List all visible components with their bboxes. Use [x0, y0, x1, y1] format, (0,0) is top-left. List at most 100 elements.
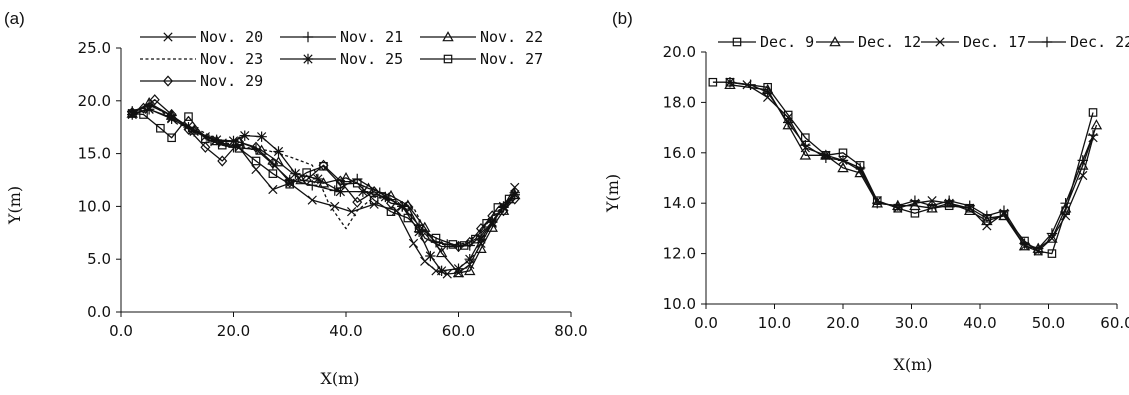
legend-marker-a	[442, 31, 454, 42]
data-point-a-0	[408, 238, 419, 248]
data-point-a-5	[352, 178, 362, 188]
legend-marker-a	[162, 75, 174, 87]
data-point-b-3	[783, 117, 794, 128]
data-point-a-6	[149, 94, 160, 106]
data-point-b-3	[909, 195, 921, 206]
data-point-a-6	[436, 240, 447, 253]
data-point-a-4	[380, 191, 391, 203]
legend-a: Nov. 20 Nov. 21 Nov. 22 Nov. 23 Nov. 25 Nov. …	[134, 24, 558, 94]
y-tick-label-b: 14.0	[663, 194, 696, 212]
data-point-a-5	[234, 144, 244, 153]
data-point-a-6	[267, 157, 278, 169]
data-point-b-3	[837, 155, 849, 166]
data-point-a-5	[504, 194, 514, 204]
series-a-1	[127, 99, 520, 252]
data-point-b-0	[1088, 108, 1098, 117]
data-point-a-5	[217, 140, 227, 150]
data-point-b-3	[854, 162, 866, 174]
legend-label-a: Nov. 21	[340, 28, 403, 46]
data-point-b-3	[1019, 238, 1030, 249]
data-point-a-4	[228, 135, 239, 147]
data-point-a-5	[431, 233, 441, 243]
data-point-b-3	[1060, 198, 1071, 209]
data-point-a-4	[211, 134, 222, 146]
x-tick-label-b: 0.0	[694, 314, 718, 332]
data-point-a-5	[251, 156, 261, 166]
y-tick-label-b: 18.0	[663, 93, 696, 111]
data-point-b-3	[964, 200, 975, 211]
legend-background-a	[134, 24, 558, 94]
y-tick-label-b: 20.0	[663, 43, 696, 61]
data-point-a-4	[312, 173, 324, 185]
data-point-a-6	[369, 186, 380, 198]
legend-label-a: Nov. 23	[200, 50, 263, 68]
data-point-b-3	[762, 87, 773, 98]
y-axis-label-b: Y(m)	[603, 174, 622, 213]
data-point-b-3	[892, 200, 903, 211]
data-point-b-3	[820, 152, 832, 164]
series-b-2	[725, 77, 1098, 256]
data-point-a-5	[139, 110, 148, 119]
data-point-a-6	[487, 210, 498, 222]
y-tick-label-a: 5.0	[87, 250, 111, 268]
x-tick-label-b: 60.0	[1100, 314, 1129, 332]
x-tick-label-b: 30.0	[895, 314, 928, 332]
data-point-a-2	[475, 242, 487, 253]
series-line-b-3	[729, 81, 1094, 250]
y-axis-label-a: Y(m)	[5, 186, 24, 225]
data-point-a-5	[285, 179, 295, 189]
data-point-a-4	[425, 250, 436, 262]
data-point-b-3	[800, 140, 811, 151]
y-tick-label-a: 10.0	[78, 197, 111, 215]
y-tick-label-a: 20.0	[78, 92, 111, 110]
data-point-a-6	[402, 200, 413, 213]
legend-label-b: Dec. 12	[858, 33, 921, 51]
data-point-a-6	[464, 236, 475, 248]
data-point-a-6	[453, 240, 464, 253]
data-point-a-6	[127, 106, 138, 119]
data-point-b-3	[998, 205, 1010, 216]
data-point-a-6	[166, 108, 177, 121]
data-point-b-1	[1018, 240, 1031, 251]
data-point-a-5	[167, 133, 176, 143]
data-point-a-4	[143, 104, 155, 115]
data-point-a-6	[234, 136, 245, 148]
data-point-a-2	[464, 264, 476, 276]
data-point-a-4	[475, 233, 487, 245]
data-point-a-6	[183, 123, 194, 135]
legend-marker-b	[935, 37, 945, 47]
legend-label-b: Dec. 22	[1070, 33, 1129, 51]
data-point-a-4	[397, 201, 408, 212]
data-point-a-0	[330, 201, 340, 212]
legend-label-a: Nov. 25	[340, 50, 403, 68]
data-point-a-4	[464, 254, 475, 265]
data-point-b-3	[1033, 243, 1044, 254]
data-point-a-4	[127, 109, 138, 120]
data-point-a-4	[453, 263, 464, 274]
x-tick-label-b: 50.0	[1032, 314, 1065, 332]
data-point-a-5	[302, 168, 311, 177]
x-tick-label-b: 20.0	[826, 314, 859, 332]
series-line-b-1	[729, 84, 1098, 250]
x-tick-label-b: 10.0	[758, 314, 791, 332]
legend-label-b: Dec. 9	[760, 33, 814, 51]
data-point-a-5	[482, 218, 491, 228]
data-point-b-3	[981, 210, 993, 221]
series-line-a-4	[132, 108, 516, 272]
data-point-a-6	[200, 141, 211, 153]
chart-panel-a: 0.0 20.0 40.0 60.0 80.0 0.0 5.0 10.0 15.0 20.0 25.…	[4, 9, 588, 388]
data-point-b-0	[708, 77, 718, 87]
data-point-a-5	[184, 112, 193, 121]
data-point-a-6	[301, 174, 312, 186]
data-point-a-2	[435, 246, 448, 258]
data-point-a-6	[250, 141, 262, 153]
x-axis-label-a: X(m)	[320, 369, 359, 388]
y-tick-label-b: 12.0	[663, 245, 696, 263]
data-point-a-6	[352, 196, 363, 208]
legend-marker-a	[302, 31, 314, 43]
x-axis-label-b: X(m)	[893, 355, 932, 374]
x-tick-label-a: 60.0	[442, 322, 475, 340]
data-point-b-2	[1078, 170, 1088, 181]
